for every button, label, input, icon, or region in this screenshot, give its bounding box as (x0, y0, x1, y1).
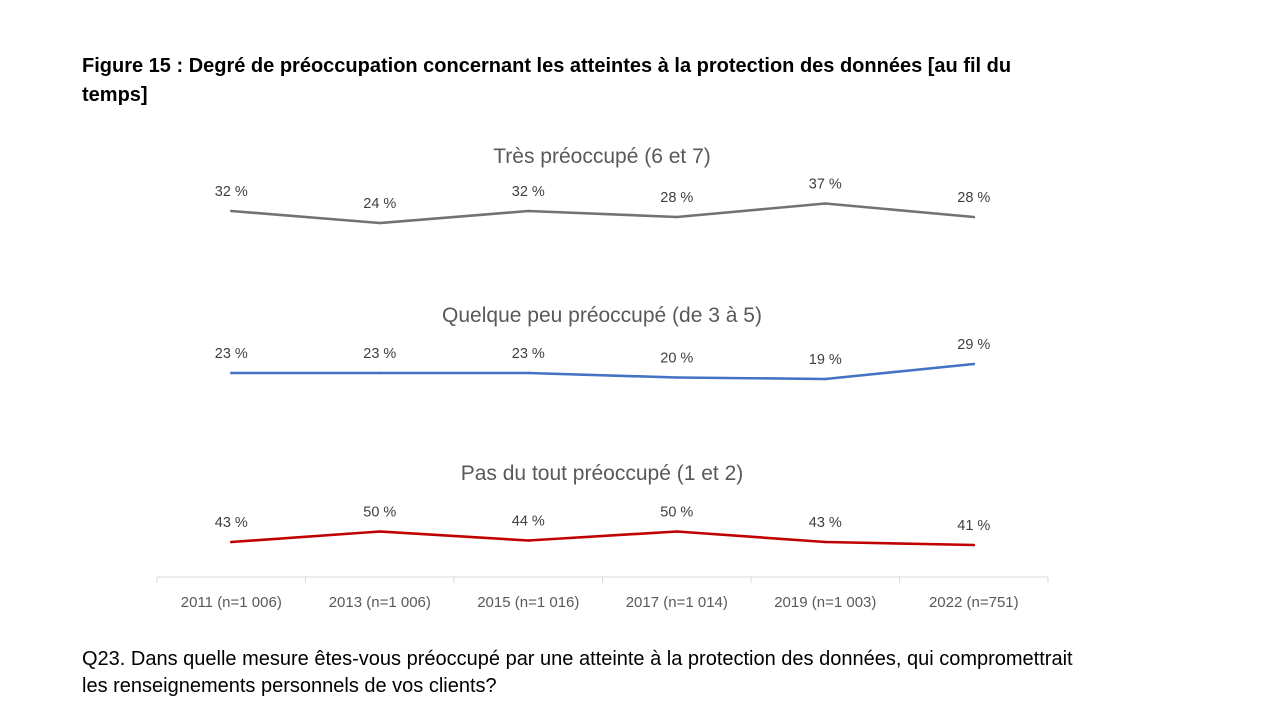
series-group: Pas du tout préoccupé (1 et 2) 43 % 50 % 44… (215, 462, 990, 547)
data-point (230, 209, 233, 213)
data-point (527, 539, 530, 542)
data-label: 43 % (215, 515, 248, 531)
series-line (231, 202, 974, 225)
data-point (527, 371, 530, 375)
data-point (378, 221, 382, 225)
data-label: 41 % (957, 518, 990, 534)
data-label: 23 % (512, 346, 545, 362)
data-label: 20 % (660, 351, 693, 367)
series-title: Pas du tout préoccupé (1 et 2) (461, 462, 744, 485)
data-point (675, 530, 679, 533)
data-label: 32 % (215, 184, 248, 200)
data-label: 44 % (512, 514, 545, 530)
data-point (675, 376, 679, 379)
data-label: 32 % (512, 184, 545, 200)
data-point (824, 377, 827, 381)
data-label: 28 % (660, 190, 693, 206)
data-label: 19 % (809, 352, 842, 368)
data-label: 23 % (215, 346, 248, 362)
x-tick-label: 2011 (n=1 006) (181, 594, 282, 611)
x-tick-label: 2013 (n=1 006) (329, 594, 431, 611)
data-point (972, 362, 976, 366)
data-point (972, 215, 976, 219)
data-point (230, 540, 233, 544)
data-point (972, 543, 976, 547)
data-point (230, 371, 233, 375)
survey-question: Q23. Dans quelle mesure êtes-vous préocc… (82, 648, 1073, 697)
series-line (231, 530, 974, 547)
figure-title: Figure 15 : Degré de préoccupation conce… (82, 55, 1012, 106)
data-point (824, 540, 827, 544)
data-label: 50 % (363, 505, 396, 521)
data-point (675, 215, 679, 219)
data-label: 37 % (809, 177, 842, 193)
data-point (527, 209, 530, 213)
series-group: Très préoccupé (6 et 7) 32 % 24 % 32 % 28 % 3… (215, 145, 990, 225)
data-label: 43 % (809, 515, 842, 531)
series-line (231, 362, 974, 381)
data-point (378, 371, 382, 375)
data-label: 28 % (957, 190, 990, 206)
x-axis: 2011 (n=1 006) 2013 (n=1 006) 2015 (n=1 01… (156, 576, 1049, 611)
x-tick-label: 2017 (n=1 014) (626, 594, 728, 611)
data-label: 29 % (957, 337, 990, 353)
data-label: 23 % (363, 346, 396, 362)
data-label: 50 % (660, 505, 693, 521)
x-tick-label: 2019 (n=1 003) (774, 594, 876, 611)
series-group: Quelque peu préoccupé (de 3 à 5) 23 % 23 %… (215, 304, 990, 381)
series-title: Quelque peu préoccupé (de 3 à 5) (442, 304, 762, 327)
data-point (824, 202, 827, 205)
data-point (378, 530, 382, 533)
x-tick-label: 2022 (n=751) (929, 594, 1019, 611)
data-label: 24 % (363, 196, 396, 212)
x-tick-label: 2015 (n=1 016) (477, 594, 579, 611)
series-title: Très préoccupé (6 et 7) (493, 145, 711, 168)
